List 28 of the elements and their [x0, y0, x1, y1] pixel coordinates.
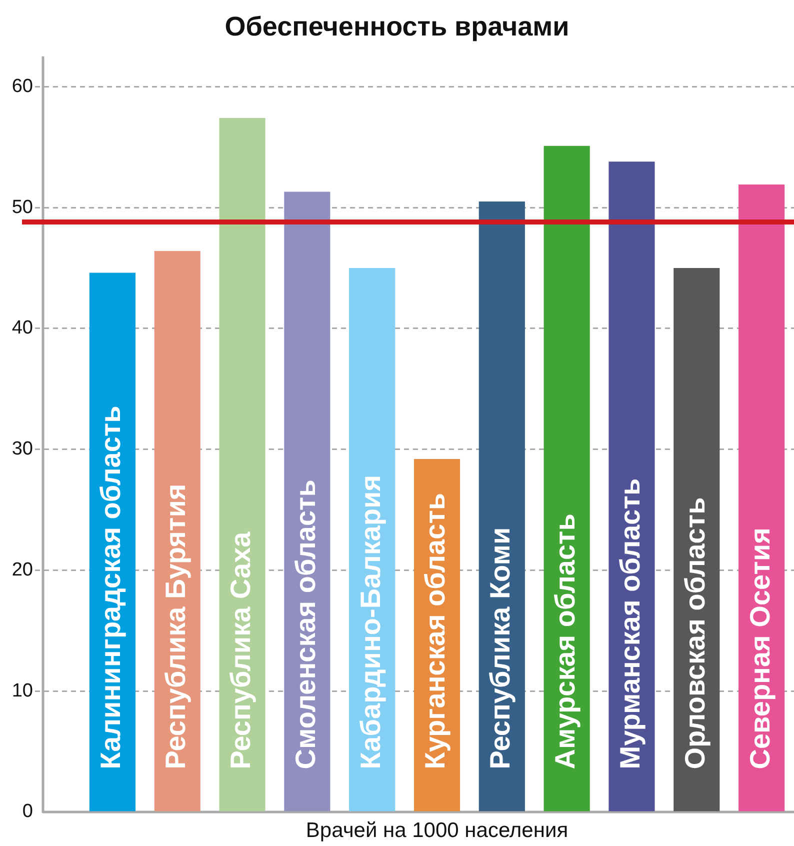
- x-tick-label: Республика Коми: [484, 527, 516, 770]
- y-tick-label: 10: [12, 680, 33, 702]
- y-tick-label: 20: [12, 559, 33, 580]
- y-tick-label: 60: [12, 76, 33, 97]
- y-tick-label: 30: [12, 438, 33, 460]
- x-tick-label: Северная Осетия: [744, 528, 776, 770]
- bar: [478, 201, 525, 812]
- x-tick-label: Мурманская область: [614, 478, 646, 770]
- bar: [284, 192, 330, 812]
- x-tick-label: Амурская область: [550, 514, 581, 770]
- bar: [219, 118, 266, 812]
- bar: [544, 146, 590, 812]
- bar: [738, 184, 785, 812]
- y-tick-label: 50: [12, 196, 33, 218]
- x-tick-label: Республика Саха: [224, 531, 256, 770]
- y-tick-label: 40: [12, 318, 33, 339]
- y-tick-label: 0: [22, 801, 33, 822]
- bar: [154, 251, 200, 812]
- x-tick-label: Республика Бурятия: [160, 484, 192, 770]
- x-tick-label: Калининградская область: [95, 406, 126, 770]
- x-tick-label: Курганская область: [420, 492, 451, 770]
- x-axis-title: Врачей на 1000 населения: [306, 819, 568, 842]
- bar: [674, 268, 720, 812]
- bar: [608, 162, 655, 812]
- x-tick-label: Смоленская область: [290, 480, 321, 770]
- x-tick-label: Кабардино-Балкария: [354, 474, 386, 770]
- chart-title: Обеспеченность врачами: [224, 12, 570, 42]
- x-tick-label: Орловская область: [679, 497, 710, 770]
